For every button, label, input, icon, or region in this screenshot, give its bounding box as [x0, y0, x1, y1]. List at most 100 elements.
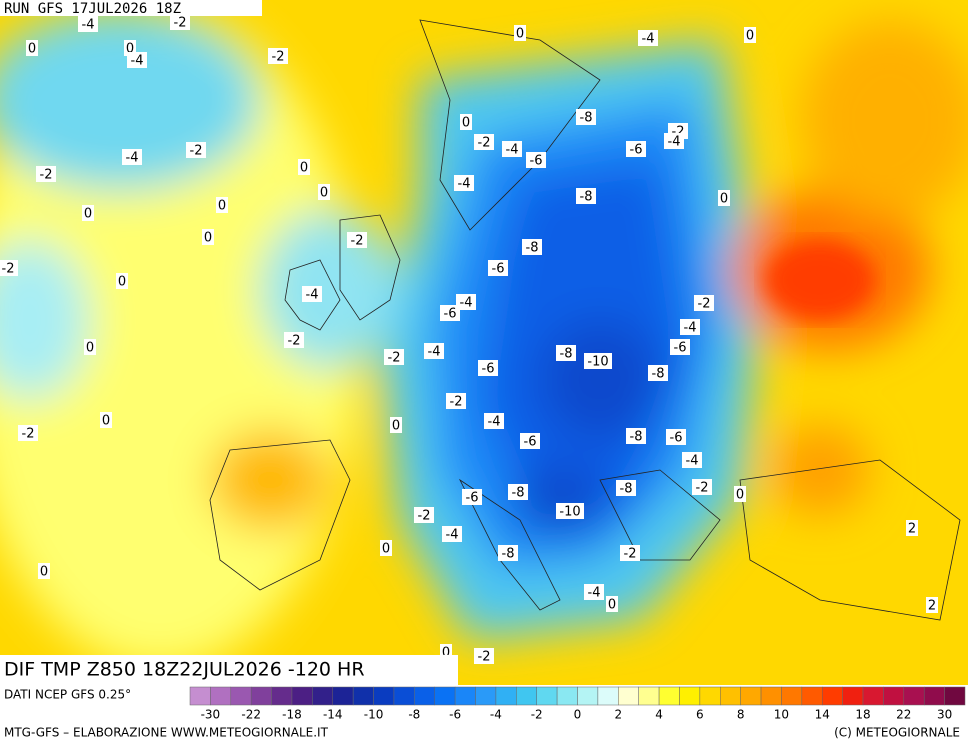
contour-label: -2 — [174, 16, 187, 31]
contour-label: 0 — [86, 341, 94, 356]
contour-label-bg — [508, 484, 528, 500]
contour-label-bg — [666, 429, 686, 445]
contour-label-bg — [456, 294, 476, 310]
contour-label: -8 — [580, 190, 593, 205]
contour-label: 0 — [736, 488, 744, 503]
contour-label-bg — [576, 109, 596, 125]
contour-label-bg — [84, 339, 96, 355]
contour-label: -8 — [620, 482, 633, 497]
contour-label-bg — [718, 190, 730, 206]
contour-label: 0 — [746, 29, 754, 44]
color-bar-tick-label: 4 — [655, 708, 663, 722]
contour-label: -4 — [506, 143, 519, 158]
color-swatch — [597, 686, 619, 706]
contour-label: -4 — [460, 296, 473, 311]
contour-label-bg — [0, 260, 18, 276]
color-bar-tick-label: -4 — [490, 708, 502, 722]
color-bar-tick-label: 30 — [937, 708, 952, 722]
color-swatch — [903, 686, 925, 706]
contour-label: 0 — [392, 419, 400, 434]
contour-label: -6 — [524, 435, 537, 450]
color-bar-tick-label: -22 — [241, 708, 261, 722]
contour-label: -2 — [22, 427, 35, 442]
color-swatch — [291, 686, 313, 706]
contour-label-bg — [298, 159, 310, 175]
color-swatch — [883, 686, 905, 706]
contour-label: -4 — [126, 151, 139, 166]
contour-label: -4 — [488, 415, 501, 430]
contour-label: -8 — [502, 547, 515, 562]
contour-label: -6 — [492, 262, 505, 277]
color-bar-tick-label: -14 — [323, 708, 343, 722]
color-swatch — [658, 686, 680, 706]
contour-label: 0 — [118, 275, 126, 290]
color-bar-tick-label: -18 — [282, 708, 302, 722]
color-bar: -30 -22 -18 -14 -10 -8 -6 -4 -2 0 2 4 6 8 10 14 18 22 30 — [189, 686, 966, 722]
contour-label-bg — [284, 332, 304, 348]
contour-label: 0 — [442, 646, 450, 661]
contour-label: -2 — [624, 547, 637, 562]
contour-label-bg — [302, 286, 322, 302]
contour-label-bg — [18, 425, 38, 441]
color-swatch — [271, 686, 293, 706]
contour-label: 0 — [218, 199, 226, 214]
contour-label: -4 — [642, 32, 655, 47]
contour-label-bg — [906, 520, 918, 536]
contour-label: -2 — [698, 297, 711, 312]
contour-label-bg — [440, 305, 460, 321]
contour-label: -2 — [696, 481, 709, 496]
contour-label-bg — [488, 260, 508, 276]
contour-label-bg — [502, 141, 522, 157]
contour-label-bg — [26, 40, 38, 56]
contour-label-bg — [576, 188, 596, 204]
color-bar-tick-label: -8 — [408, 708, 420, 722]
contour-label-bg — [556, 503, 584, 519]
contour-label: -6 — [482, 362, 495, 377]
contour-label-bg — [606, 596, 618, 612]
contour-label-bg — [484, 413, 504, 429]
contour-label-bg — [680, 319, 700, 335]
header-box — [0, 0, 262, 16]
contour-label-bg — [347, 232, 367, 248]
contour-label: -6 — [630, 143, 643, 158]
color-swatch — [821, 686, 843, 706]
contour-label-bg — [734, 486, 746, 502]
contour-label-bg — [526, 152, 546, 168]
contour-label: -6 — [674, 341, 687, 356]
color-swatch — [781, 686, 803, 706]
color-swatch — [923, 686, 945, 706]
contour-label-bg — [390, 417, 402, 433]
contour-label-bg — [498, 545, 518, 561]
color-bar-tick-label: 18 — [855, 708, 870, 722]
contour-label-bg — [694, 295, 714, 311]
contour-label: -4 — [428, 345, 441, 360]
contour-label-bg — [626, 141, 646, 157]
contour-label-bg — [100, 412, 112, 428]
contour-label-bg — [692, 479, 712, 495]
contour-label: -4 — [686, 454, 699, 469]
color-swatch — [720, 686, 741, 706]
contour-label: 0 — [40, 565, 48, 580]
contour-label-bg — [664, 133, 684, 149]
color-bar-tick-label: -2 — [531, 708, 543, 722]
contour-label: -6 — [530, 154, 543, 169]
contour-label: -2 — [388, 351, 401, 366]
color-swatch — [210, 686, 232, 706]
contour-label-bg — [127, 52, 147, 68]
contour-label: -2 — [2, 262, 15, 277]
color-swatch — [944, 686, 966, 706]
color-swatch — [577, 686, 599, 706]
contour-label-bg — [670, 339, 690, 355]
contour-label: 2 — [908, 522, 916, 537]
color-swatch — [312, 686, 334, 706]
contour-label: 0 — [320, 186, 328, 201]
color-swatch — [393, 686, 415, 706]
color-bar-tick-label: -30 — [201, 708, 221, 722]
contour-label-bg — [122, 149, 142, 165]
color-swatch — [679, 686, 701, 706]
contour-label: -8 — [526, 241, 539, 256]
contour-label-bg — [520, 433, 540, 449]
color-swatch — [352, 686, 374, 706]
color-swatch — [434, 686, 456, 706]
